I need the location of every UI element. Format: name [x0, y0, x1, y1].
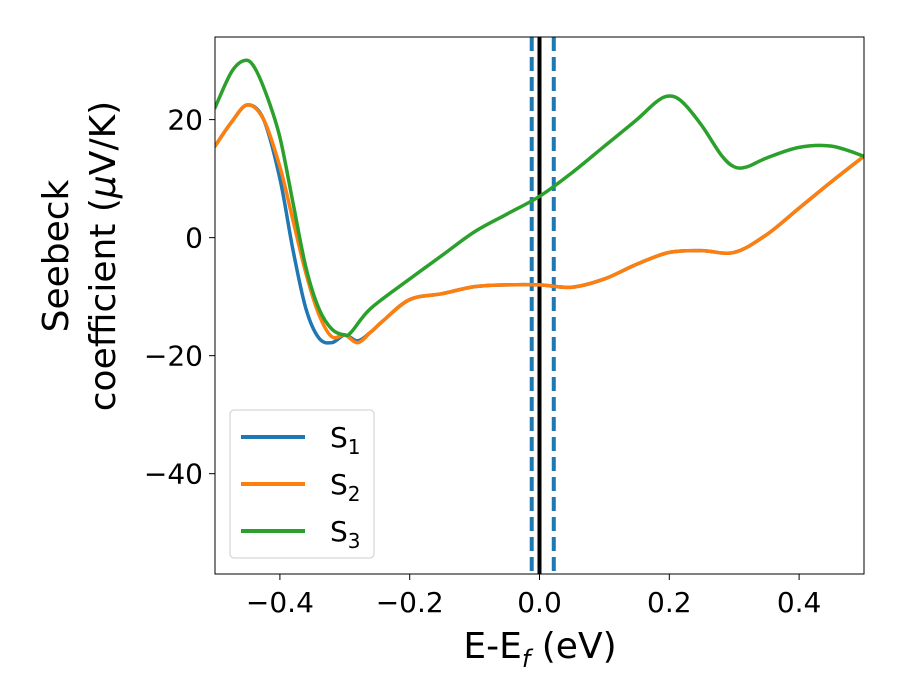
y-tick-label: 0: [185, 222, 203, 255]
x-tick-label: 0.0: [517, 586, 562, 619]
x-axis-ticks: −0.4 −0.2 0.0 0.2 0.4: [246, 574, 821, 619]
y-tick-label: −40: [144, 458, 203, 491]
vertical-lines: [529, 37, 556, 574]
x-axis-title: E-Ef (eV): [463, 626, 616, 673]
legend-label-s2: S2: [330, 468, 361, 506]
series-line-s2: [215, 103, 864, 345]
x-tick-label: 0.4: [777, 586, 822, 619]
x-tick-label: −0.2: [376, 586, 444, 619]
x-tick-label: −0.4: [246, 586, 314, 619]
y-axis-title: Seebeck coefficient (μV/K): [36, 101, 124, 411]
series-lines: [215, 58, 864, 345]
y-tick-label: 20: [167, 104, 203, 137]
x-tick-label: 0.2: [647, 586, 692, 619]
legend-label-s3: S3: [330, 515, 361, 553]
y-tick-label: −20: [144, 340, 203, 373]
y-axis-ticks: −40 −20 0 20: [144, 104, 215, 491]
legend-label-s1: S1: [330, 421, 361, 459]
y-axis-title-line-1: Seebeck: [36, 179, 77, 332]
series-line-s3: [215, 58, 864, 338]
y-axis-title-line-2: coefficient (μV/K): [83, 101, 124, 411]
legend: S1 S2 S3: [229, 409, 375, 559]
